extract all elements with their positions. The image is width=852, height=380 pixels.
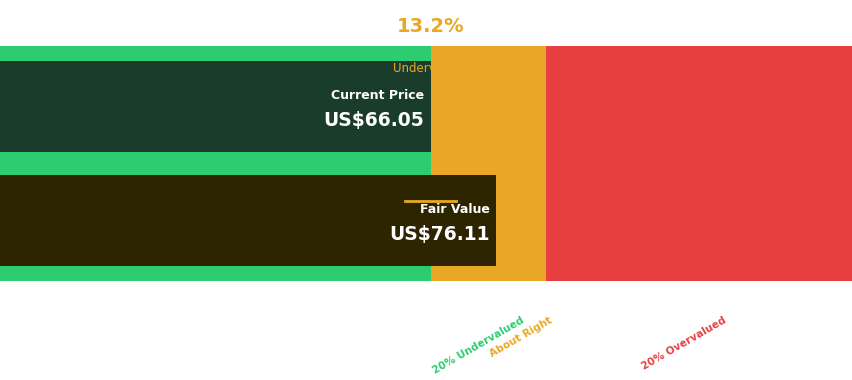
Bar: [545, 46, 852, 167]
Text: US$66.05: US$66.05: [323, 111, 423, 130]
Bar: [430, 160, 545, 281]
Text: US$76.11: US$76.11: [389, 225, 489, 244]
Bar: [0, 61, 430, 152]
Text: About Right: About Right: [487, 315, 553, 359]
Text: 13.2%: 13.2%: [396, 17, 464, 36]
Text: 20% Undervalued: 20% Undervalued: [430, 315, 525, 376]
Bar: [430, 46, 545, 167]
Text: Undervalued: Undervalued: [393, 62, 468, 75]
Bar: [0, 160, 430, 281]
Bar: [0, 175, 496, 266]
Text: 20% Overvalued: 20% Overvalued: [639, 315, 727, 372]
Text: Current Price: Current Price: [331, 89, 423, 102]
Text: Fair Value: Fair Value: [419, 203, 489, 216]
Bar: [545, 160, 852, 281]
Bar: [0, 46, 430, 167]
